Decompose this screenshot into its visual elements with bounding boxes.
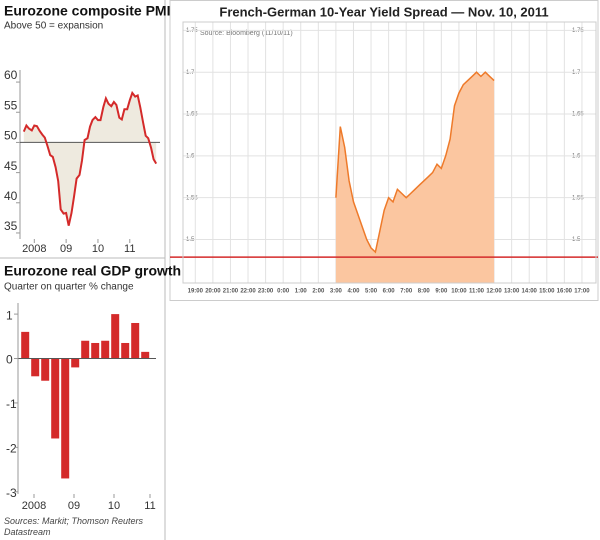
source: Source: Bloomberg (11/10/11) bbox=[200, 30, 293, 37]
x-tick-label: 5:00 bbox=[365, 289, 378, 295]
line bbox=[22, 90, 158, 226]
x-tick-label: 7:00 bbox=[400, 289, 413, 295]
chart-subtitle: Above 50 = expansion bbox=[4, 21, 103, 32]
y-tick-label: 0 bbox=[6, 353, 13, 367]
y-tick-label: 55 bbox=[4, 98, 18, 112]
y-tick-label: 1.75 bbox=[186, 28, 198, 34]
y-tick-label-right: 1.5 bbox=[572, 237, 581, 243]
bar bbox=[31, 358, 40, 377]
y-tick-label: -3 bbox=[6, 486, 17, 500]
bar bbox=[111, 314, 120, 359]
x-tick-label: 13:00 bbox=[504, 289, 520, 295]
x-tick-label: 14:00 bbox=[522, 289, 538, 295]
x-tick-label: 0:00 bbox=[277, 289, 290, 295]
bar bbox=[71, 358, 80, 368]
x-tick-label: 10:00 bbox=[451, 289, 467, 295]
x-tick-label: 2008 bbox=[22, 243, 46, 255]
x-tick-label: 4:00 bbox=[347, 289, 360, 295]
y-tick-label: 60 bbox=[4, 68, 18, 82]
x-tick-label: 12:00 bbox=[486, 289, 502, 295]
chart-title: French-German 10-Year Yield Spread — Nov… bbox=[219, 4, 548, 19]
bar bbox=[51, 358, 60, 439]
shaded-area bbox=[23, 92, 157, 226]
x-tick-label: 22:00 bbox=[240, 289, 256, 295]
y-tick-label: 50 bbox=[4, 129, 18, 143]
y-tick-label: 1 bbox=[6, 308, 13, 322]
bar bbox=[81, 340, 90, 359]
x-tick-label: 6:00 bbox=[383, 289, 396, 295]
y-tick-label-right: 1.6 bbox=[572, 153, 581, 159]
x-tick-label: 2:00 bbox=[312, 289, 325, 295]
chart-subtitle: Quarter on quarter % change bbox=[4, 282, 134, 293]
bar bbox=[121, 342, 130, 359]
bar bbox=[141, 351, 150, 359]
x-tick-label: 2008 bbox=[22, 500, 46, 512]
x-tick-label: 16:00 bbox=[557, 289, 573, 295]
bar bbox=[21, 331, 30, 359]
x-tick-label: 21:00 bbox=[223, 289, 239, 295]
plot-frame bbox=[182, 21, 597, 284]
bar bbox=[91, 342, 100, 359]
area bbox=[335, 72, 495, 283]
bar bbox=[131, 322, 140, 359]
bar bbox=[41, 358, 50, 381]
y-tick-label: 1.6 bbox=[186, 153, 195, 159]
y-tick-label: 1.55 bbox=[186, 195, 198, 201]
y-tick-label: 1.7 bbox=[186, 70, 195, 76]
line bbox=[335, 71, 495, 254]
x-tick-label: 9:00 bbox=[435, 289, 448, 295]
x-tick-label: 09 bbox=[60, 243, 72, 255]
y-tick-label-right: 1.55 bbox=[572, 195, 584, 201]
y-tick-label-right: 1.7 bbox=[572, 70, 581, 76]
x-tick-label: 20:00 bbox=[205, 289, 221, 295]
bar bbox=[101, 340, 110, 359]
y-tick-label: 45 bbox=[4, 159, 18, 173]
x-tick-label: 11 bbox=[144, 500, 155, 512]
y-tick-label: 35 bbox=[4, 219, 18, 233]
x-tick-label: 8:00 bbox=[418, 289, 431, 295]
x-tick-label: 23:00 bbox=[258, 289, 274, 295]
x-tick-label: 15:00 bbox=[539, 289, 555, 295]
source: Sources: Markit; Thomson Reuters Datastr… bbox=[4, 516, 144, 537]
chart-title: Eurozone real GDP growth bbox=[4, 263, 181, 279]
x-tick-label: 1:00 bbox=[295, 289, 308, 295]
x-tick-label: 09 bbox=[68, 500, 80, 512]
y-tick-label: 1.65 bbox=[186, 112, 198, 118]
y-tick-label-right: 1.65 bbox=[572, 112, 584, 118]
y-tick-label-right: 1.75 bbox=[572, 28, 584, 34]
x-tick-label: 19:00 bbox=[188, 289, 204, 295]
x-tick-label: 3:00 bbox=[330, 289, 343, 295]
y-tick-label: -1 bbox=[6, 397, 17, 411]
y-tick-label: 1.5 bbox=[186, 237, 195, 243]
x-tick-label: 11 bbox=[124, 243, 135, 255]
x-tick-label: 11:00 bbox=[469, 289, 485, 295]
x-tick-label: 17:00 bbox=[574, 289, 590, 295]
y-tick-label: 40 bbox=[4, 189, 18, 203]
x-tick-label: 10 bbox=[108, 500, 120, 512]
y-tick-label: -2 bbox=[6, 442, 17, 456]
bar bbox=[61, 358, 70, 479]
chart-title: Eurozone composite PMI bbox=[4, 3, 170, 19]
x-tick-label: 10 bbox=[92, 243, 104, 255]
